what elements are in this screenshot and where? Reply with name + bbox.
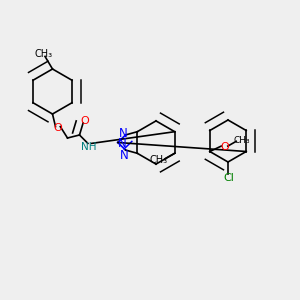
Text: CH₃: CH₃ [234,136,250,145]
Text: N: N [118,137,126,150]
Text: N: N [119,127,128,140]
Text: O: O [220,142,229,152]
Text: O: O [80,116,89,126]
Text: N: N [120,149,129,162]
Text: Cl: Cl [223,173,234,183]
Text: O: O [53,123,62,133]
Text: NH: NH [81,142,96,152]
Text: CH₃: CH₃ [34,50,52,59]
Text: CH₃: CH₃ [149,155,168,165]
